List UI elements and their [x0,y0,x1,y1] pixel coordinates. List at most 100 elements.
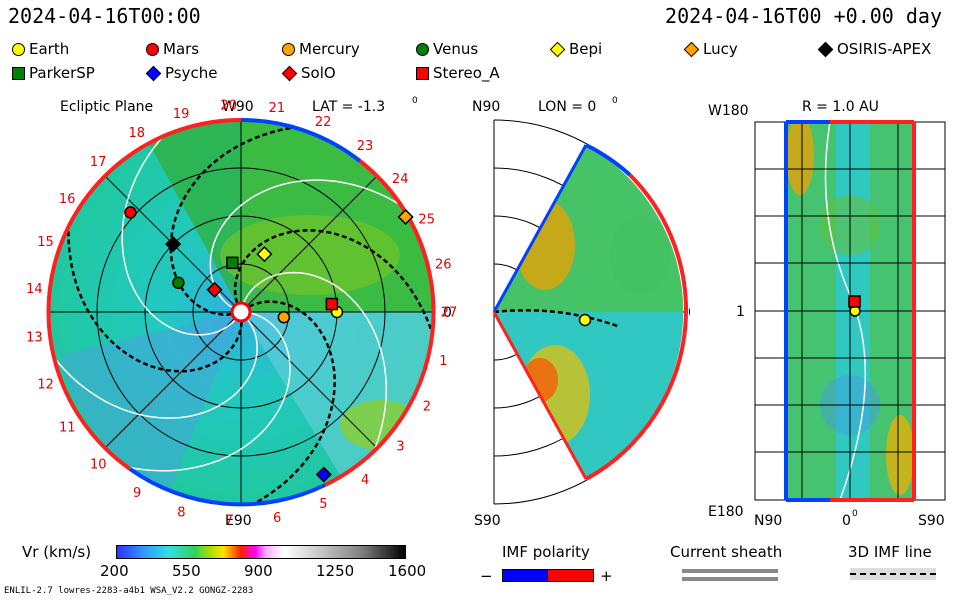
timestamp-left: 2024-04-16T00:00 [8,4,201,28]
ecliptic-title: Ecliptic Plane [60,99,153,115]
carrington-label: 16 [59,192,76,207]
imf-spiral-line [113,312,291,472]
osiris-apex-marker [165,236,182,253]
legend-label: Lucy [703,40,738,58]
venus-marker [172,276,185,290]
sheath-line-1 [682,569,778,573]
sheath-line-2 [682,577,778,581]
legend-label: Bepi [569,40,603,58]
carrington-label: 25 [418,212,435,227]
carrington-label: 24 [392,172,409,187]
carrington-label: 4 [361,473,369,488]
colorbar-tick: 550 [172,562,201,580]
legend-item-venus: Venus [416,40,478,58]
map-one-label: 1 [736,304,745,320]
legend-item-mars: Mars [146,40,199,58]
diamond-marker-icon [683,41,700,57]
bepi-marker [256,246,273,263]
carrington-label: 18 [129,126,146,141]
carrington-label: 12 [37,377,54,392]
imf-spiral-line [67,212,243,373]
carrington-label: 13 [26,330,43,345]
imf-minus: − [480,567,493,585]
r-label: R = 1.0 AU [802,99,879,115]
legend-item-parkersp: ParkerSP [12,64,95,82]
diamond-marker-icon [281,65,298,81]
w90-label: W90 [222,99,254,115]
imf-positive-swatch [547,569,594,582]
stereoa-marker-map [848,295,861,308]
colorbar-tick: 1600 [388,562,427,580]
legend-item-bepi: Bepi [549,40,603,58]
carrington-label: 26 [435,258,452,273]
diamond-marker-icon [549,41,566,57]
carrington-label: 11 [59,420,76,435]
legend-item-psyche: Psyche [145,64,217,82]
circle-marker-icon [12,42,25,56]
ecliptic-plane-plot: Ecliptic Plane LAT = -1.3 0 W90 E90 0 12… [26,96,458,529]
imf-spiral-line [169,124,309,316]
carrington-label: 6 [273,511,281,526]
colorbar-tick: 200 [100,562,129,580]
s90-label: S90 [474,513,501,529]
imf-polarity-label: IMF polarity [502,543,590,561]
map-x-label-2: S90 [918,513,945,529]
model-info: ENLIL-2.7 lowres-2283-a4b1 WSA_V2.2 GONG… [4,586,254,596]
legend-label: OSIRIS-APEX [837,40,932,58]
n90-label: N90 [472,99,500,115]
mercury-marker [277,311,291,324]
map-x-label-0: N90 [754,513,782,529]
carrington-label: 2 [423,399,431,414]
imf-plus: + [600,567,613,585]
legend-label: Venus [433,40,479,58]
e90-label: E90 [225,513,252,529]
timestamp-right: 2024-04-16T00 +0.00 day [665,4,942,28]
parkersp-marker [226,256,239,270]
lon-deg: 0 [612,96,618,106]
carrington-label: 17 [90,155,107,170]
legend-label: Mercury [299,40,360,58]
e180-label: E180 [708,504,744,520]
map-x-label-1: 0 [842,513,851,529]
circle-marker-icon [146,42,159,56]
imf-spiral-line [209,179,413,309]
carrington-label: 20 [220,98,237,113]
legend-item-stereo-a: Stereo_A [416,64,500,82]
lat-deg: 0 [412,96,418,106]
lon-label: LON = 0 [538,99,596,115]
imf-spiral-line [49,318,258,419]
w180-label: W180 [708,103,749,119]
carrington-label: 5 [319,497,327,512]
vr-colorbar [116,545,406,559]
carrington-label: 19 [173,107,190,122]
earth-marker-meridional [578,313,592,327]
diamond-marker-icon [145,65,162,81]
legend-label: Stereo_A [433,64,500,82]
legend-item-solo: SolO [281,64,336,82]
legend-label: ParkerSP [29,64,95,82]
carrington-label: 9 [133,486,141,501]
carrington-label: 10 [90,457,107,472]
colorbar-label: Vr (km/s) [22,543,92,561]
stereo-a-marker [325,297,339,311]
sun-icon [230,301,252,323]
lucy-marker [397,208,414,226]
diamond-marker-icon [817,41,834,57]
mars-marker [124,206,137,219]
ecliptic-zero: 0 [443,305,452,321]
lat-label: LAT = -1.3 [312,99,385,115]
legend-item-lucy: Lucy [683,40,738,58]
carrington-label: 15 [37,235,54,250]
legend-label: Earth [29,40,70,58]
square-marker-icon [416,66,429,80]
carrington-label: 27 [441,306,458,321]
imf-spiral-line [233,229,433,347]
legend-item-earth: Earth [12,40,69,58]
imf-spiral-line [121,125,236,336]
r1au-map: W180 R = 1.0 AU 1 E180 N90 0 0 S90 [708,99,946,529]
carrington-label: 3 [396,440,404,455]
circle-marker-icon [282,42,295,56]
legend-label: SolO [301,64,336,82]
legend-item-osiris-apex: OSIRIS-APEX [817,40,932,58]
imf-spiral-line [243,271,387,465]
